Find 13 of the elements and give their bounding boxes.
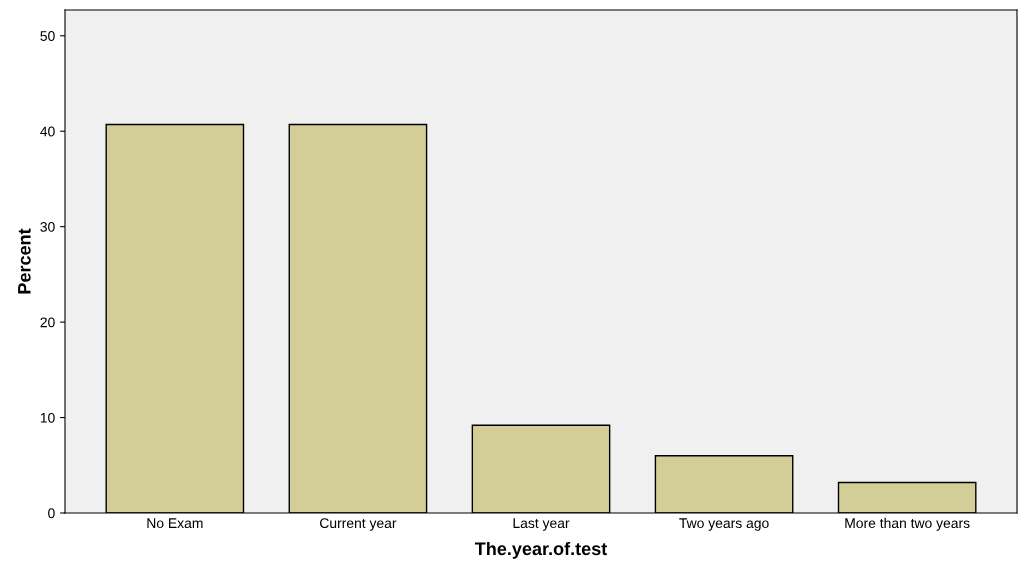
x-tick-label: Current year xyxy=(320,518,397,531)
x-axis-title: The.year.of.test xyxy=(474,541,608,559)
x-tick-label: Two years ago xyxy=(679,518,769,531)
x-tick-label: No Exam xyxy=(147,518,203,529)
x-tick-label: More than two years xyxy=(845,517,970,531)
y-tick-label: 0 xyxy=(48,508,55,519)
y-tick-label: 30 xyxy=(40,222,55,232)
y-tick-label: 10 xyxy=(40,412,55,423)
x-tick-label: Last year xyxy=(513,518,570,531)
y-axis-title: Percent xyxy=(18,228,31,294)
y-tick-label: 40 xyxy=(40,126,55,137)
y-tick-label: 50 xyxy=(40,31,55,41)
y-tick-label: 20 xyxy=(40,317,55,328)
